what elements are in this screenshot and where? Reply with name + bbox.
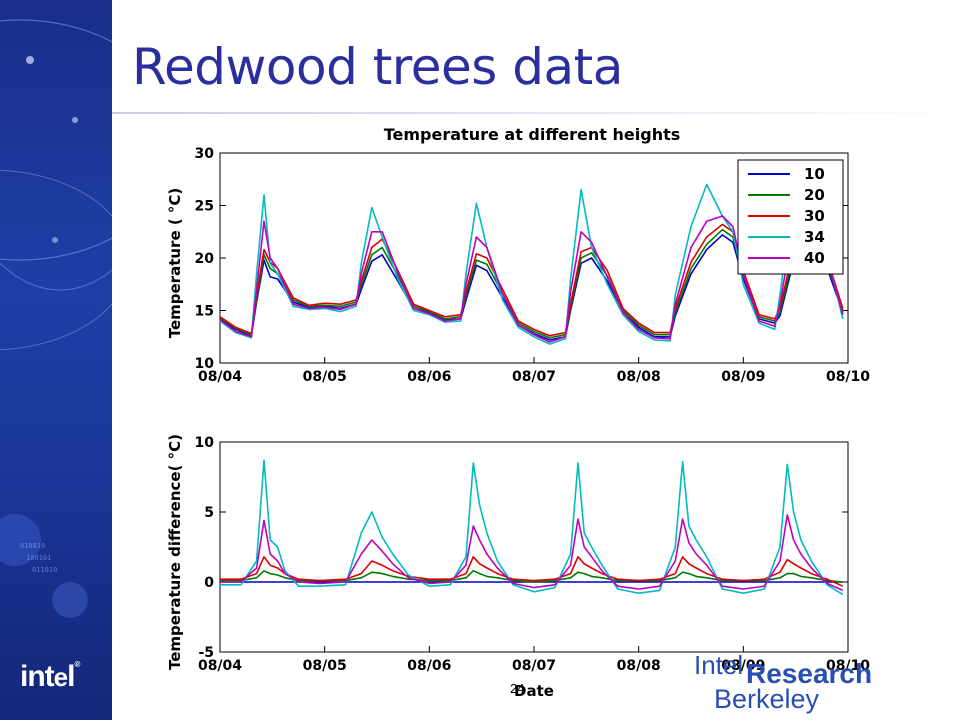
legend-label-34: 34 bbox=[804, 228, 825, 246]
chart-top-ytick-label: 10 bbox=[195, 356, 215, 372]
charts-area: Temperature at different heights Tempera… bbox=[166, 125, 870, 698]
chart-bottom-xtick-label: 08/07 bbox=[512, 658, 556, 674]
chart-bottom-xtick-label: 08/06 bbox=[407, 658, 451, 674]
page-number: 24 bbox=[510, 681, 525, 696]
chart-top-xtick-label: 08/05 bbox=[303, 369, 347, 385]
chart-top-ytick-label: 15 bbox=[195, 304, 214, 320]
decorative-network-graphic: 010010 100101 011010 bbox=[0, 19, 112, 618]
chart-top-ytick-label: 20 bbox=[195, 251, 215, 267]
sidebar-decoration: 010010 100101 011010 intel® bbox=[0, 0, 112, 720]
chart-top-legend: 10 20 30 34 40 bbox=[737, 159, 844, 275]
chart-top: Temperature at different heights Tempera… bbox=[166, 125, 870, 385]
chart-bottom-series-34 bbox=[220, 459, 844, 596]
chart-top-ytick-label: 30 bbox=[195, 146, 215, 162]
chart-bottom-ytick-label: 10 bbox=[195, 435, 215, 451]
chart-bottom-ytick-label: -5 bbox=[198, 645, 214, 661]
chart-bottom-ylabel: Temperature difference( °C) bbox=[166, 434, 184, 670]
chart-top-xtick-label: 08/04 bbox=[198, 369, 242, 385]
chart-top-ylabel: Temperature ( °C) bbox=[166, 188, 184, 339]
chart-bottom-plot-frame bbox=[219, 441, 849, 653]
slide-title: Redwood trees data bbox=[132, 38, 623, 96]
chart-bottom-xtick-label: 08/08 bbox=[617, 658, 661, 674]
chart-bottom-ytick-label: 5 bbox=[204, 505, 214, 521]
svg-text:010010: 010010 bbox=[20, 542, 45, 550]
brand-line-3: Berkeley bbox=[714, 684, 820, 714]
chart-bottom: Temperature difference( °C) -5 0 5 10 08/04… bbox=[166, 434, 870, 698]
chart-bottom-xtick-label: 08/05 bbox=[303, 658, 347, 674]
chart-top-title: Temperature at different heights bbox=[384, 125, 681, 144]
intel-logo: intel® bbox=[20, 660, 80, 693]
chart-bottom-xlabel: Date bbox=[514, 682, 554, 698]
chart-bottom-series-30 bbox=[220, 555, 844, 587]
chart-top-xtick-label: 08/09 bbox=[721, 369, 765, 385]
chart-top-series-40 bbox=[219, 215, 844, 343]
brand-line-2: Research bbox=[746, 658, 873, 689]
chart-top-series-20 bbox=[219, 228, 844, 339]
chart-top-xtick-label: 08/08 bbox=[617, 369, 661, 385]
chart-top-xtick-label: 08/07 bbox=[512, 369, 556, 385]
svg-text:011010: 011010 bbox=[32, 566, 57, 574]
legend-label-20: 20 bbox=[804, 186, 825, 204]
legend-label-10: 10 bbox=[804, 165, 825, 183]
chart-top-ytick-label: 25 bbox=[195, 199, 214, 215]
chart-top-xtick-label: 08/10 bbox=[826, 369, 870, 385]
legend-label-40: 40 bbox=[804, 249, 825, 267]
chart-top-series-34 bbox=[219, 183, 844, 345]
title-divider bbox=[112, 112, 960, 114]
legend-label-30: 30 bbox=[804, 207, 825, 225]
chart-bottom-xtick-label: 08/09 bbox=[721, 658, 765, 674]
chart-bottom-ytick-label: 0 bbox=[204, 575, 214, 591]
svg-text:100101: 100101 bbox=[26, 554, 51, 562]
chart-bottom-series-40 bbox=[220, 513, 844, 592]
brand-line-1: Intel bbox=[694, 650, 744, 680]
chart-bottom-xtick-label: 08/04 bbox=[198, 658, 242, 674]
chart-bottom-xtick-label: 08/10 bbox=[826, 658, 870, 674]
chart-top-xtick-label: 08/06 bbox=[407, 369, 451, 385]
